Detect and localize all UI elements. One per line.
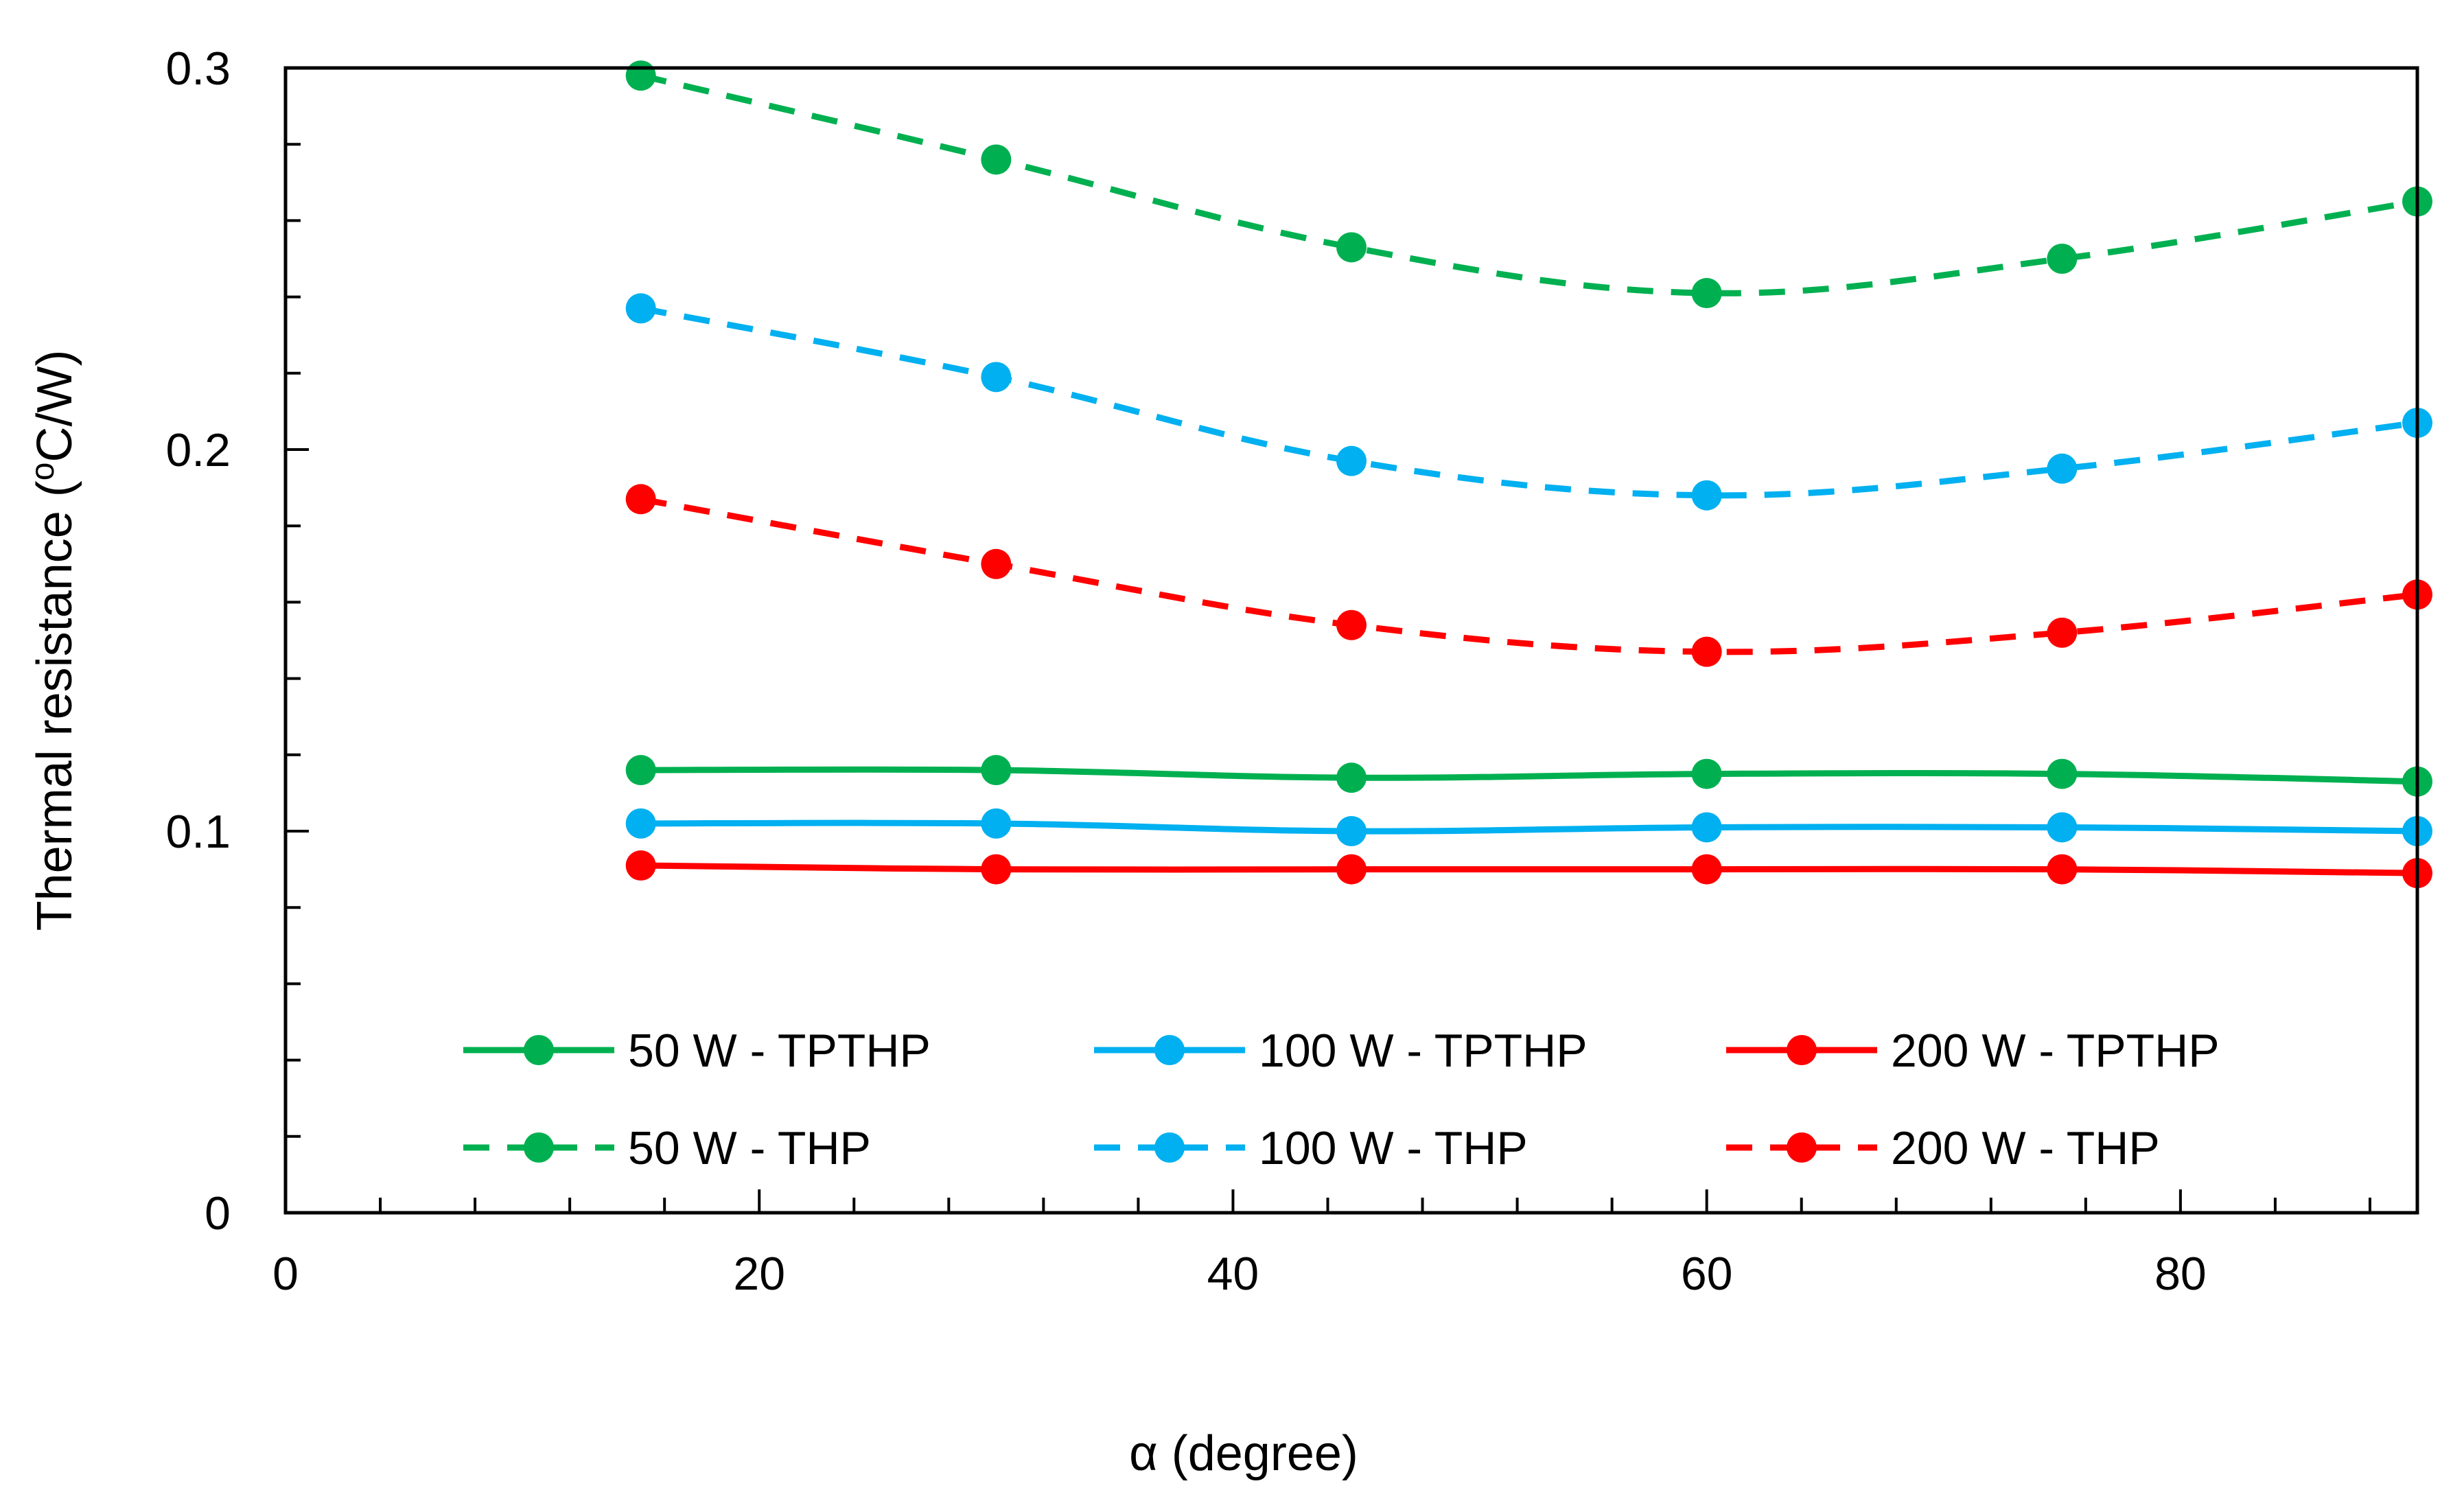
data-point bbox=[625, 755, 656, 786]
data-point bbox=[1691, 636, 1722, 667]
data-point bbox=[981, 808, 1012, 839]
data-point bbox=[2047, 617, 2078, 648]
series-200-w-tpthp bbox=[625, 850, 2432, 889]
data-point bbox=[1336, 609, 1367, 640]
data-point bbox=[625, 808, 656, 839]
data-point bbox=[625, 850, 656, 881]
y-axis-title-prefix: Thermal resistance ( bbox=[27, 480, 82, 931]
legend-label: 100 W - THP bbox=[1259, 1122, 1528, 1174]
y-tick-label: 0.3 bbox=[165, 43, 231, 95]
x-axis-title: α (degree) bbox=[1129, 1426, 1358, 1481]
x-tick-label: 20 bbox=[733, 1248, 785, 1300]
legend-label: 50 W - TPTHP bbox=[628, 1025, 931, 1077]
data-point bbox=[2047, 758, 2078, 789]
legend-marker bbox=[1787, 1132, 1817, 1163]
y-axis-title-superscript: o bbox=[25, 463, 61, 481]
y-tick-label: 0 bbox=[205, 1187, 231, 1240]
plot-border bbox=[283, 66, 2419, 1215]
data-point bbox=[2047, 244, 2078, 274]
series-line bbox=[640, 766, 2418, 785]
legend-item: 50 W - THP bbox=[463, 1122, 871, 1174]
legend-label: 200 W - THP bbox=[1891, 1122, 2160, 1174]
x-tick-label: 60 bbox=[1681, 1248, 1733, 1300]
series-100-w-tpthp bbox=[625, 808, 2432, 846]
x-tick-label: 0 bbox=[272, 1248, 299, 1300]
data-point bbox=[1691, 812, 1722, 843]
legend-label: 50 W - THP bbox=[628, 1122, 871, 1174]
series-100-w-thp bbox=[625, 293, 2432, 511]
legend-item: 100 W - TPTHP bbox=[1094, 1025, 1588, 1077]
y-axis-title-suffix: C/W) bbox=[27, 350, 82, 463]
data-point bbox=[625, 60, 656, 91]
series-line bbox=[640, 496, 2418, 655]
data-point bbox=[2047, 453, 2078, 484]
legend-marker bbox=[1154, 1035, 1185, 1065]
series-line bbox=[640, 305, 2418, 499]
data-point bbox=[2047, 812, 2078, 843]
data-point bbox=[981, 144, 1012, 175]
series-200-w-thp bbox=[625, 484, 2432, 667]
legend-label: 200 W - TPTHP bbox=[1891, 1025, 2220, 1077]
axis-layer: 0 20 40 60 80 0 0.1 0.2 0.3 bbox=[165, 43, 2371, 1300]
data-point bbox=[981, 548, 1012, 579]
y-tick-label: 0.2 bbox=[165, 424, 231, 476]
legend-item: 100 W - THP bbox=[1094, 1122, 1528, 1174]
legend-label: 100 W - TPTHP bbox=[1259, 1025, 1588, 1077]
x-tick-label: 40 bbox=[1207, 1248, 1259, 1300]
data-point bbox=[1691, 758, 1722, 789]
series-line bbox=[640, 862, 2418, 876]
data-point bbox=[981, 362, 1012, 393]
legend-item: 200 W - THP bbox=[1726, 1122, 2160, 1174]
data-point bbox=[625, 293, 656, 324]
data-point bbox=[1691, 854, 1722, 885]
data-point bbox=[1336, 763, 1367, 793]
legend-marker bbox=[1787, 1035, 1817, 1065]
data-point bbox=[1336, 232, 1367, 263]
data-point bbox=[625, 484, 656, 515]
legend-marker bbox=[524, 1035, 554, 1065]
legend: 50 W - TPTHP 100 W - TPTHP 200 W - TPTHP 50… bbox=[463, 1025, 2220, 1174]
data-point bbox=[1691, 278, 1722, 309]
legend-marker bbox=[524, 1132, 554, 1163]
y-tick-label: 0.1 bbox=[165, 806, 231, 858]
data-point bbox=[1691, 480, 1722, 511]
data-point bbox=[981, 755, 1012, 786]
legend-marker bbox=[1154, 1132, 1185, 1163]
y-axis-title: Thermal resistance (oC/W) bbox=[25, 350, 83, 931]
data-point bbox=[981, 854, 1012, 885]
x-tick-label: 80 bbox=[2154, 1248, 2207, 1300]
data-point bbox=[1336, 854, 1367, 885]
data-point bbox=[2047, 854, 2078, 885]
series-line bbox=[640, 72, 2418, 296]
legend-item: 50 W - TPTHP bbox=[463, 1025, 931, 1077]
series-line bbox=[640, 819, 2418, 835]
data-point bbox=[1336, 816, 1367, 846]
legend-item: 200 W - TPTHP bbox=[1726, 1025, 2220, 1077]
data-point bbox=[1336, 445, 1367, 476]
